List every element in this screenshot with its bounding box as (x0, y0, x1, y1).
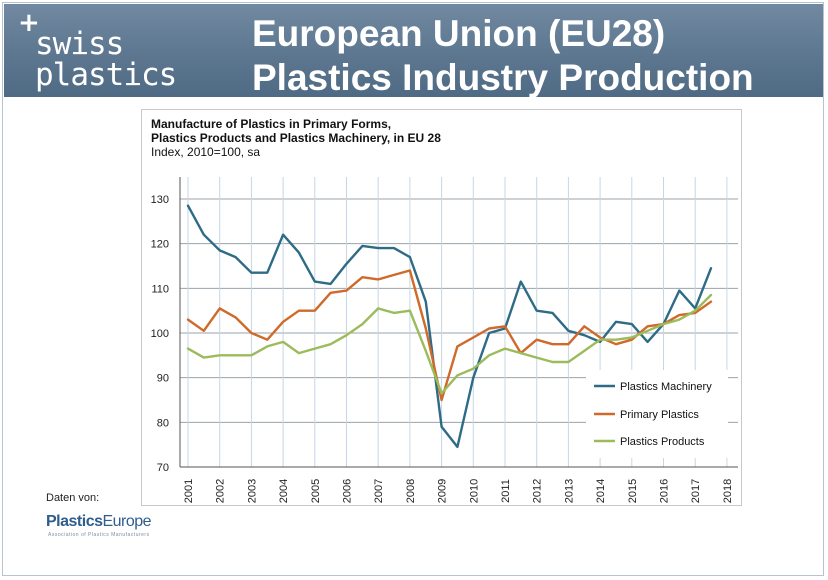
x-tick-label-2015: 2015 (627, 479, 639, 503)
x-tick-label-2004: 2004 (278, 479, 290, 503)
x-tick-label-2014: 2014 (595, 479, 607, 503)
logo-text-line2: plastics (35, 57, 177, 93)
x-tick-label-2009: 2009 (437, 479, 449, 503)
series-line-plastics-machinery (186, 204, 713, 449)
x-tick-label-2001: 2001 (183, 479, 195, 503)
x-tick-label-2008: 2008 (405, 479, 417, 503)
legend-label-plastics-machinery: Plastics Machinery (620, 381, 712, 393)
y-tick-label-110: 110 (151, 283, 169, 295)
source-label: Daten von: (46, 492, 100, 504)
header-banner: + swiss plastics European Union (EU28) P… (4, 4, 823, 97)
y-tick-label-130: 130 (151, 194, 169, 206)
x-tick-label-2013: 2013 (563, 479, 575, 503)
x-tick-label-2006: 2006 (342, 479, 354, 503)
y-tick-label-100: 100 (151, 328, 169, 340)
x-tick-label-2005: 2005 (310, 479, 322, 503)
y-tick-label-80: 80 (157, 417, 169, 429)
x-tick-label-2012: 2012 (532, 479, 544, 503)
page-title-line1: European Union (EU28) (252, 13, 666, 54)
x-tick-label-2010: 2010 (468, 479, 480, 503)
logo-word-plastics: Plastics (46, 513, 103, 530)
logo-word-europe: Europe (102, 513, 152, 530)
chart-title-line1: Manufacture of Plastics in Primary Forms… (151, 117, 392, 131)
chart-subtitle: Index, 2010=100, sa (151, 145, 261, 159)
logo-text-line1: swiss (35, 26, 124, 62)
x-tick-label-2002: 2002 (215, 479, 227, 503)
page-title-line2: Plastics Industry Production (252, 57, 754, 98)
series-line-plastics-products (186, 293, 713, 395)
logo-plus-icon: + (18, 8, 40, 38)
logo-tagline: Association of Plastics Manufacturers (48, 532, 150, 538)
x-tick-label-2017: 2017 (690, 479, 702, 503)
series-line-primary-plastics (186, 269, 713, 402)
x-tick-label-2007: 2007 (373, 479, 385, 503)
plasticseurope-logo: PlasticsEurope (46, 513, 152, 531)
y-tick-label-90: 90 (157, 373, 169, 385)
y-tick-label-120: 120 (151, 239, 169, 251)
x-tick-label-2003: 2003 (246, 479, 258, 503)
legend-label-primary-plastics: Primary Plastics (620, 409, 699, 421)
chart-title-line2: Plastics Products and Plastics Machinery… (151, 131, 441, 145)
x-tick-label-2018: 2018 (722, 479, 734, 503)
legend-label-plastics-products: Plastics Products (620, 436, 705, 448)
x-tick-label-2011: 2011 (500, 479, 512, 503)
x-tick-label-2016: 2016 (659, 479, 671, 503)
y-tick-label-70: 70 (157, 462, 169, 474)
